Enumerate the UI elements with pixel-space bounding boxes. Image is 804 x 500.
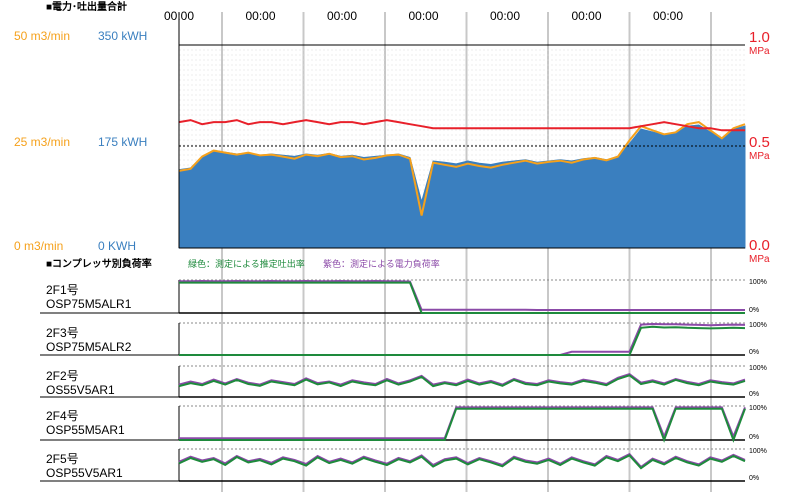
- chart-frames: [178, 12, 745, 249]
- pressure-axis-label: 0.5: [749, 134, 770, 151]
- power-load-line: [179, 279, 745, 311]
- power-axis-label: 0 KWH: [98, 239, 136, 253]
- main-chart-area: [178, 49, 746, 249]
- est-flow-line: [179, 325, 746, 356]
- y-tick-label: 0%: [749, 434, 759, 441]
- x-tick-label: 00:00: [653, 9, 683, 23]
- flow-line: [178, 121, 746, 216]
- pressure-unit-label: MPa: [749, 254, 770, 265]
- y-tick-label: 0%: [749, 307, 759, 314]
- y-tick-label: 100%: [749, 279, 767, 286]
- pressure-unit-label: MPa: [749, 151, 770, 162]
- y-tick-label: 100%: [749, 322, 767, 329]
- y-tick-label: 100%: [749, 365, 767, 372]
- est-flow-line: [178, 454, 746, 470]
- compressor-model-label: OSP75M5ALR1: [46, 297, 132, 311]
- power-load-line: [178, 452, 746, 469]
- pressure-line: [178, 119, 745, 132]
- y-tick-label: 0%: [749, 349, 759, 356]
- x-tick-label: 00:00: [245, 9, 275, 23]
- chart-labels: ■電力･吐出量合計 ■コンプレッサ別負荷率 00:00 00:00 00:00 00:00…: [14, 0, 770, 270]
- x-tick-label: 00:00: [490, 9, 520, 23]
- section2-title: ■コンプレッサ別負荷率: [46, 257, 152, 270]
- y-tick-label: 100%: [749, 448, 767, 455]
- compressor-model-label: OSP75M5ALR2: [46, 340, 132, 354]
- compressor-label: 2F4号: [46, 409, 79, 423]
- power-load-line: [179, 322, 746, 356]
- power-load-line: [179, 406, 746, 440]
- power-load-line: [178, 372, 746, 386]
- y-tick-label: 100%: [749, 405, 767, 412]
- x-tick-label: 00:00: [164, 9, 194, 23]
- est-flow-line: [178, 374, 746, 388]
- x-tick-label: 00:00: [327, 9, 357, 23]
- legend-purple: 紫色：測定による電力負荷率: [323, 258, 440, 269]
- compressor-model-label: OSP55V5AR1: [46, 466, 123, 480]
- compressor-label: 2F1号: [46, 283, 79, 297]
- est-flow-line: [179, 281, 745, 314]
- pressure-axis-label: 1.0: [749, 29, 770, 46]
- compressor-model-label: OSP55M5AR1: [46, 423, 125, 437]
- section1-title: ■電力･吐出量合計: [46, 0, 127, 13]
- power-axis-label: 350 kWH: [98, 29, 147, 43]
- pressure-unit-label: MPa: [749, 46, 770, 57]
- flow-axis-label: 25 m3/min: [14, 135, 70, 149]
- compressor-label: 2F5号: [46, 452, 79, 466]
- power-area: [178, 124, 746, 249]
- compressor-label: 2F2号: [46, 369, 79, 383]
- x-tick-label: 00:00: [571, 9, 601, 23]
- compressor-model-label: OS55V5AR1: [46, 383, 115, 397]
- compressor-label: 2F3号: [46, 326, 79, 340]
- time-separator-lines: [221, 12, 712, 492]
- flow-axis-label: 0 m3/min: [14, 239, 63, 253]
- legend-green: 緑色：測定による推定吐出率: [188, 258, 305, 269]
- power-axis-label: 175 kWH: [98, 135, 147, 149]
- pressure-axis-label: 0.0: [749, 237, 770, 254]
- y-tick-label: 0%: [749, 391, 759, 398]
- flow-axis-label: 50 m3/min: [14, 29, 70, 43]
- x-tick-label: 00:00: [408, 9, 438, 23]
- y-tick-label: 0%: [749, 475, 759, 482]
- est-flow-line: [179, 407, 746, 443]
